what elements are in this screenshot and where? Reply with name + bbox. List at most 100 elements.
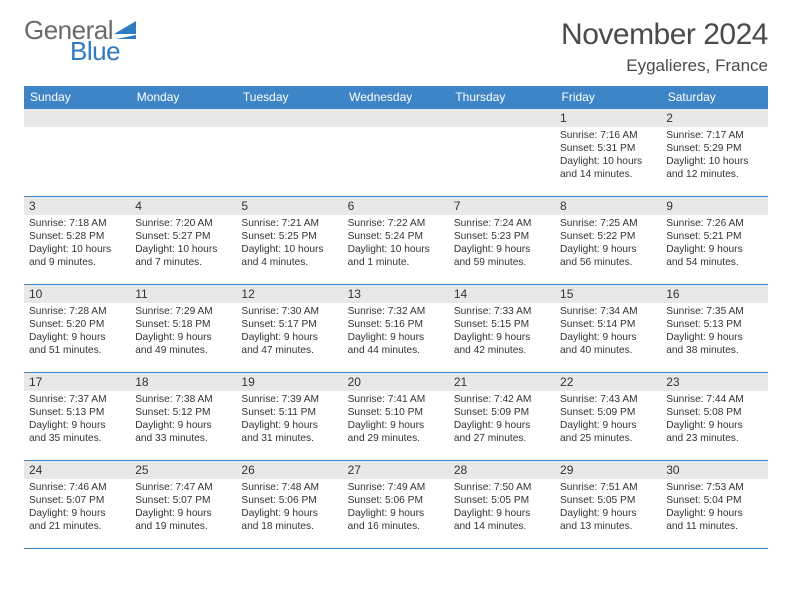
sunset-text: Sunset: 5:27 PM — [135, 230, 231, 243]
day-number: 3 — [24, 197, 130, 215]
day-number: 1 — [555, 109, 661, 127]
sunrise-text: Sunrise: 7:24 AM — [454, 217, 550, 230]
empty-day-band — [236, 109, 342, 127]
day-body: Sunrise: 7:38 AMSunset: 5:12 PMDaylight:… — [130, 391, 236, 449]
sunrise-text: Sunrise: 7:32 AM — [348, 305, 444, 318]
sunset-text: Sunset: 5:14 PM — [560, 318, 656, 331]
logo: GeneralBlue — [24, 18, 136, 63]
calendar-cell: 23Sunrise: 7:44 AMSunset: 5:08 PMDayligh… — [661, 373, 767, 461]
sunrise-text: Sunrise: 7:18 AM — [29, 217, 125, 230]
calendar-cell: 19Sunrise: 7:39 AMSunset: 5:11 PMDayligh… — [236, 373, 342, 461]
daylight-text-2: and 11 minutes. — [666, 520, 762, 533]
daylight-text-1: Daylight: 9 hours — [454, 243, 550, 256]
sunset-text: Sunset: 5:08 PM — [666, 406, 762, 419]
sunset-text: Sunset: 5:12 PM — [135, 406, 231, 419]
sunset-text: Sunset: 5:13 PM — [666, 318, 762, 331]
sunset-text: Sunset: 5:13 PM — [29, 406, 125, 419]
daylight-text-2: and 14 minutes. — [560, 168, 656, 181]
daylight-text-1: Daylight: 9 hours — [241, 419, 337, 432]
daylight-text-2: and 25 minutes. — [560, 432, 656, 445]
day-number: 5 — [236, 197, 342, 215]
day-number: 8 — [555, 197, 661, 215]
day-body: Sunrise: 7:26 AMSunset: 5:21 PMDaylight:… — [661, 215, 767, 273]
day-body: Sunrise: 7:37 AMSunset: 5:13 PMDaylight:… — [24, 391, 130, 449]
day-body: Sunrise: 7:49 AMSunset: 5:06 PMDaylight:… — [343, 479, 449, 537]
title-block: November 2024 Eygalieres, France — [561, 18, 768, 76]
daylight-text-2: and 13 minutes. — [560, 520, 656, 533]
daylight-text-1: Daylight: 9 hours — [454, 507, 550, 520]
sunrise-text: Sunrise: 7:48 AM — [241, 481, 337, 494]
day-body: Sunrise: 7:25 AMSunset: 5:22 PMDaylight:… — [555, 215, 661, 273]
day-body: Sunrise: 7:51 AMSunset: 5:05 PMDaylight:… — [555, 479, 661, 537]
day-body: Sunrise: 7:24 AMSunset: 5:23 PMDaylight:… — [449, 215, 555, 273]
calendar-cell: 13Sunrise: 7:32 AMSunset: 5:16 PMDayligh… — [343, 285, 449, 373]
day-number: 2 — [661, 109, 767, 127]
sunset-text: Sunset: 5:28 PM — [29, 230, 125, 243]
daylight-text-1: Daylight: 9 hours — [135, 507, 231, 520]
sunset-text: Sunset: 5:23 PM — [454, 230, 550, 243]
calendar-cell: 20Sunrise: 7:41 AMSunset: 5:10 PMDayligh… — [343, 373, 449, 461]
calendar-cell: 18Sunrise: 7:38 AMSunset: 5:12 PMDayligh… — [130, 373, 236, 461]
sunrise-text: Sunrise: 7:51 AM — [560, 481, 656, 494]
empty-day-body — [24, 127, 130, 146]
calendar-cell: 3Sunrise: 7:18 AMSunset: 5:28 PMDaylight… — [24, 197, 130, 285]
calendar-cell: 6Sunrise: 7:22 AMSunset: 5:24 PMDaylight… — [343, 197, 449, 285]
day-number: 11 — [130, 285, 236, 303]
calendar-cell: 24Sunrise: 7:46 AMSunset: 5:07 PMDayligh… — [24, 461, 130, 549]
day-body: Sunrise: 7:21 AMSunset: 5:25 PMDaylight:… — [236, 215, 342, 273]
daylight-text-2: and 47 minutes. — [241, 344, 337, 357]
day-body: Sunrise: 7:29 AMSunset: 5:18 PMDaylight:… — [130, 303, 236, 361]
daylight-text-2: and 38 minutes. — [666, 344, 762, 357]
calendar-cell: 21Sunrise: 7:42 AMSunset: 5:09 PMDayligh… — [449, 373, 555, 461]
sunrise-text: Sunrise: 7:20 AM — [135, 217, 231, 230]
calendar-cell: 15Sunrise: 7:34 AMSunset: 5:14 PMDayligh… — [555, 285, 661, 373]
daylight-text-2: and 56 minutes. — [560, 256, 656, 269]
day-number: 21 — [449, 373, 555, 391]
daylight-text-1: Daylight: 9 hours — [560, 331, 656, 344]
sunset-text: Sunset: 5:11 PM — [241, 406, 337, 419]
daylight-text-2: and 29 minutes. — [348, 432, 444, 445]
calendar-cell: 5Sunrise: 7:21 AMSunset: 5:25 PMDaylight… — [236, 197, 342, 285]
sunset-text: Sunset: 5:21 PM — [666, 230, 762, 243]
sunset-text: Sunset: 5:05 PM — [560, 494, 656, 507]
sunrise-text: Sunrise: 7:42 AM — [454, 393, 550, 406]
daylight-text-2: and 16 minutes. — [348, 520, 444, 533]
calendar-cell — [449, 109, 555, 197]
sunset-text: Sunset: 5:06 PM — [348, 494, 444, 507]
calendar-table: Sunday Monday Tuesday Wednesday Thursday… — [24, 86, 768, 549]
day-body: Sunrise: 7:50 AMSunset: 5:05 PMDaylight:… — [449, 479, 555, 537]
day-body: Sunrise: 7:43 AMSunset: 5:09 PMDaylight:… — [555, 391, 661, 449]
calendar-cell — [236, 109, 342, 197]
day-body: Sunrise: 7:47 AMSunset: 5:07 PMDaylight:… — [130, 479, 236, 537]
sunset-text: Sunset: 5:07 PM — [29, 494, 125, 507]
sunrise-text: Sunrise: 7:47 AM — [135, 481, 231, 494]
day-number: 29 — [555, 461, 661, 479]
day-body: Sunrise: 7:18 AMSunset: 5:28 PMDaylight:… — [24, 215, 130, 273]
sunset-text: Sunset: 5:16 PM — [348, 318, 444, 331]
daylight-text-2: and 9 minutes. — [29, 256, 125, 269]
daylight-text-2: and 40 minutes. — [560, 344, 656, 357]
daylight-text-1: Daylight: 10 hours — [560, 155, 656, 168]
calendar-cell: 11Sunrise: 7:29 AMSunset: 5:18 PMDayligh… — [130, 285, 236, 373]
weekday-header: Thursday — [449, 86, 555, 109]
day-number: 24 — [24, 461, 130, 479]
sunrise-text: Sunrise: 7:29 AM — [135, 305, 231, 318]
daylight-text-1: Daylight: 10 hours — [348, 243, 444, 256]
sunrise-text: Sunrise: 7:33 AM — [454, 305, 550, 318]
day-number: 27 — [343, 461, 449, 479]
sunset-text: Sunset: 5:04 PM — [666, 494, 762, 507]
daylight-text-1: Daylight: 9 hours — [29, 507, 125, 520]
calendar-week-row: 3Sunrise: 7:18 AMSunset: 5:28 PMDaylight… — [24, 197, 768, 285]
empty-day-body — [449, 127, 555, 146]
daylight-text-2: and 23 minutes. — [666, 432, 762, 445]
day-number: 22 — [555, 373, 661, 391]
calendar-cell: 12Sunrise: 7:30 AMSunset: 5:17 PMDayligh… — [236, 285, 342, 373]
day-body: Sunrise: 7:33 AMSunset: 5:15 PMDaylight:… — [449, 303, 555, 361]
daylight-text-1: Daylight: 9 hours — [560, 419, 656, 432]
sunset-text: Sunset: 5:15 PM — [454, 318, 550, 331]
sunset-text: Sunset: 5:31 PM — [560, 142, 656, 155]
empty-day-band — [130, 109, 236, 127]
day-body: Sunrise: 7:39 AMSunset: 5:11 PMDaylight:… — [236, 391, 342, 449]
calendar-cell: 25Sunrise: 7:47 AMSunset: 5:07 PMDayligh… — [130, 461, 236, 549]
day-number: 7 — [449, 197, 555, 215]
